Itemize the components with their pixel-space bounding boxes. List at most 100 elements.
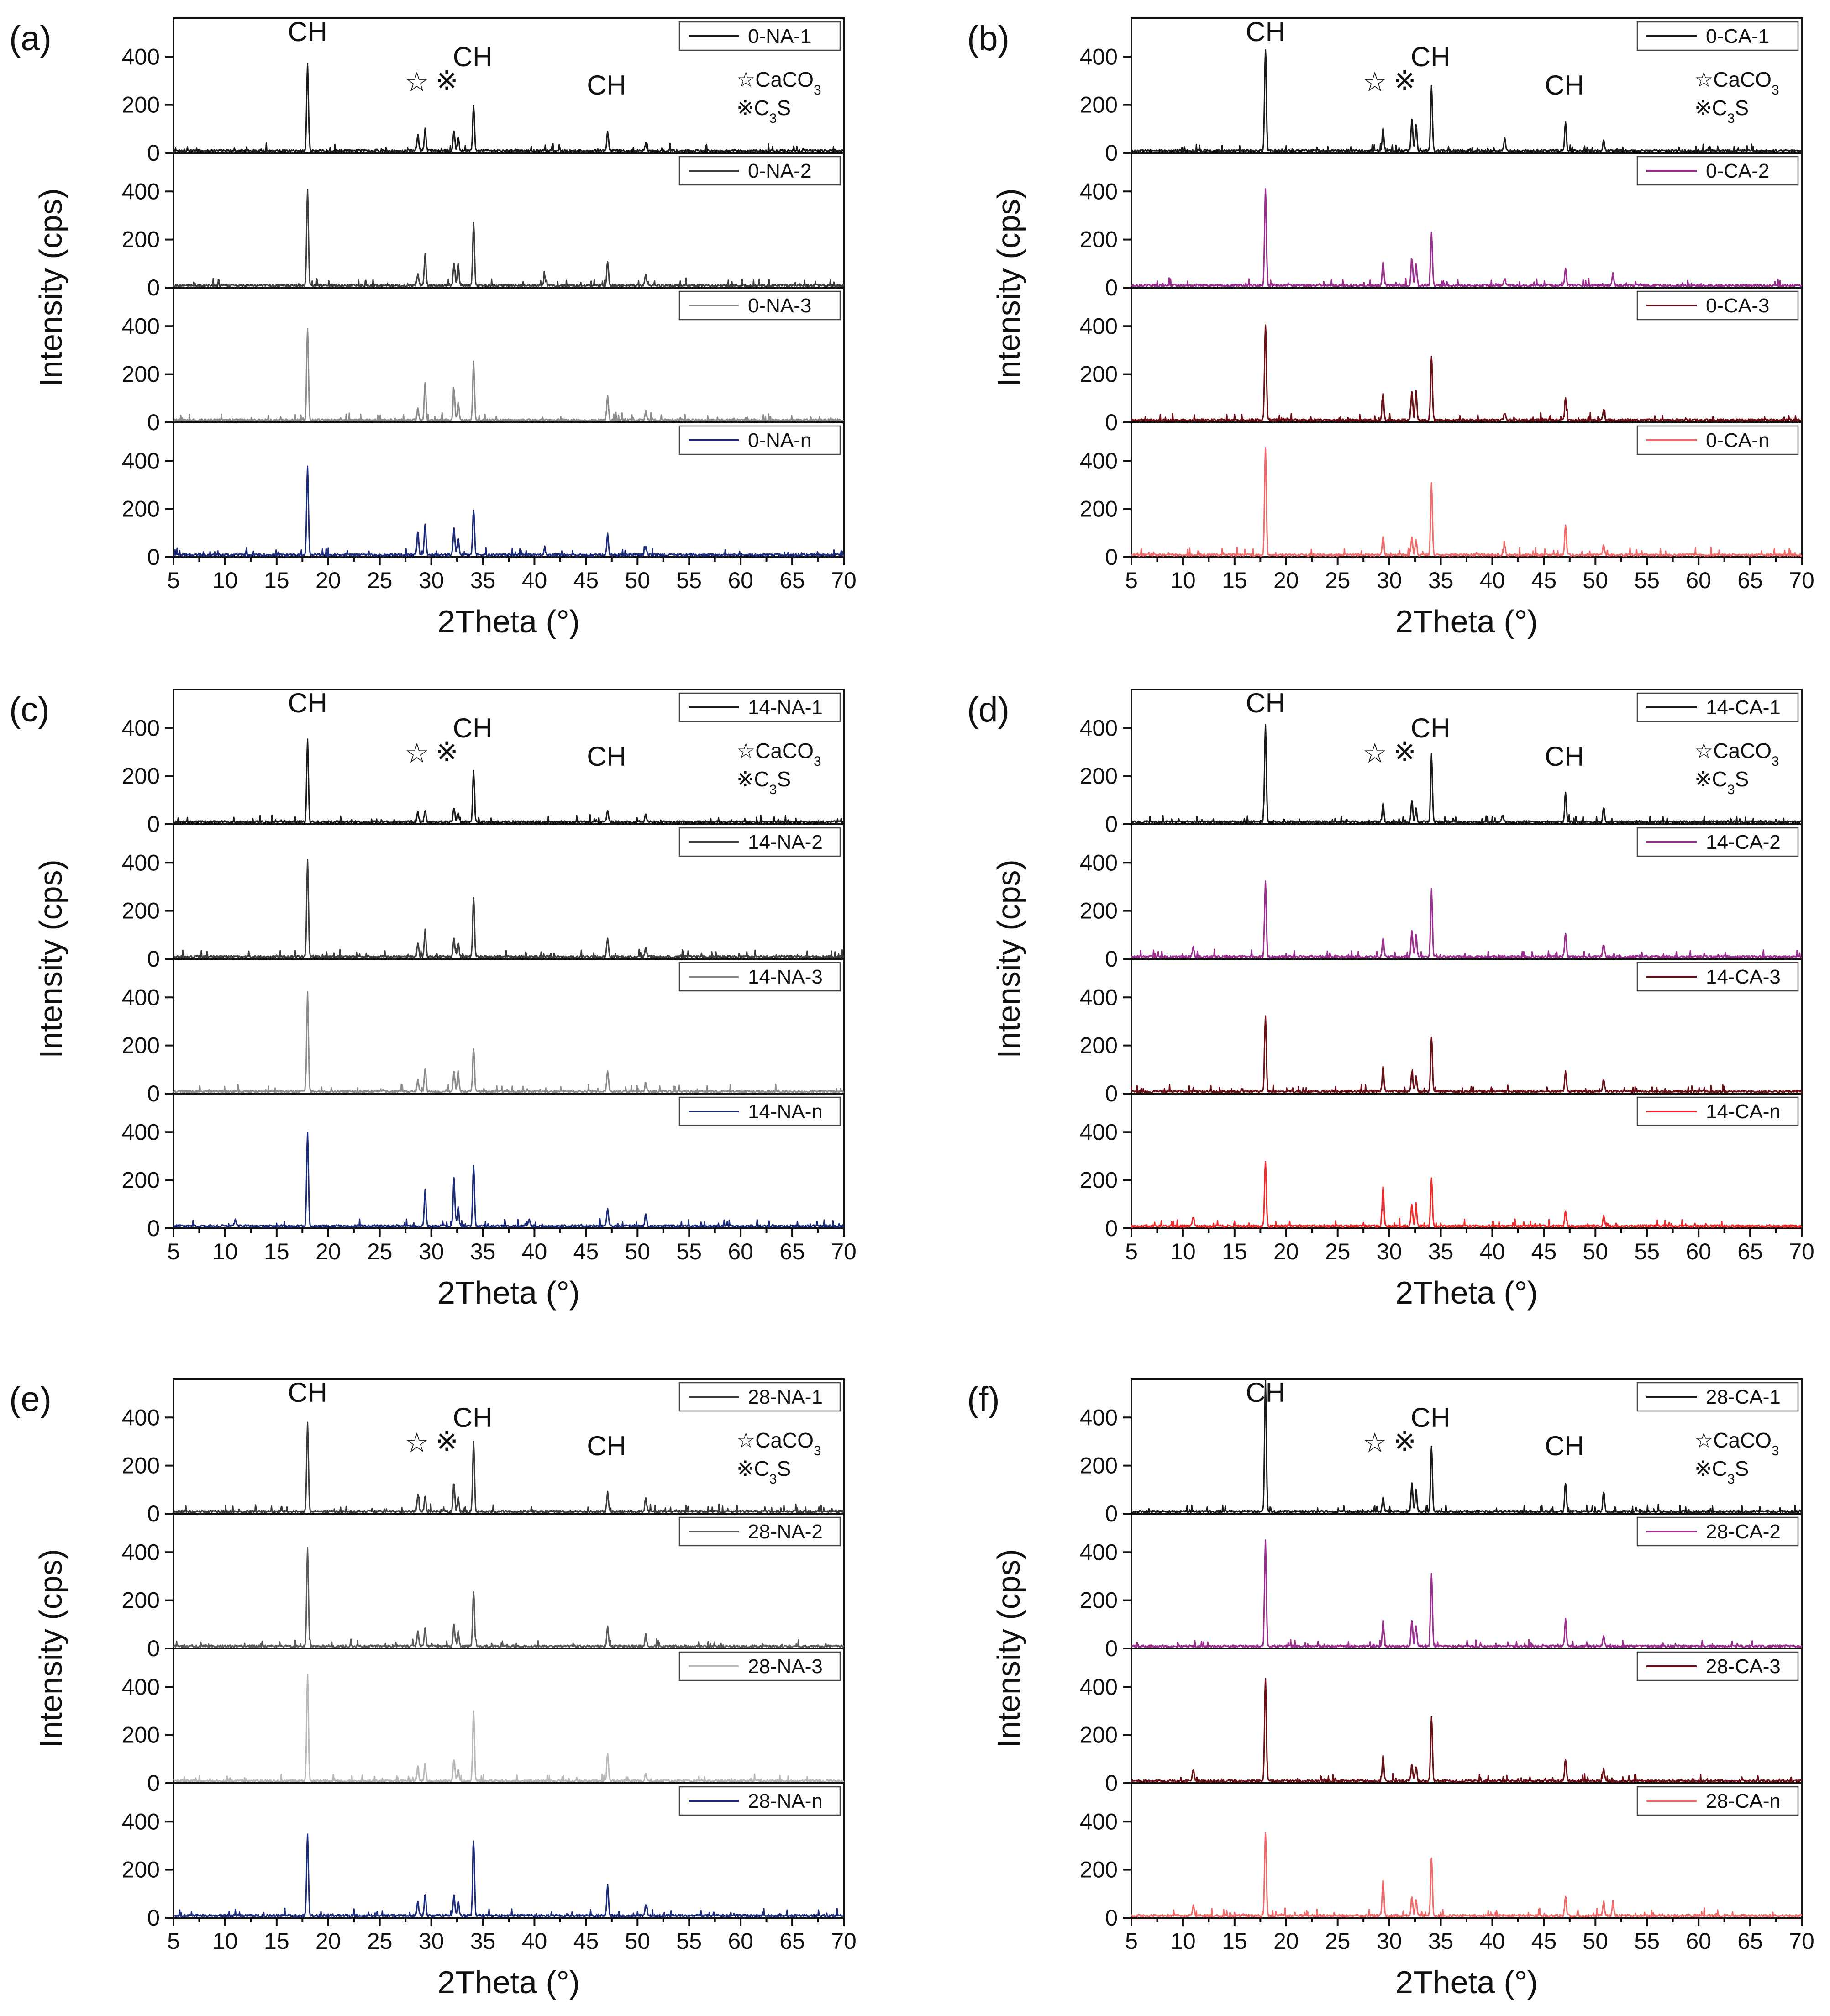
subplot-14-CA-1: 0 200 400 14-CA-1	[1080, 692, 1803, 837]
y-tick-label: 0	[147, 946, 160, 972]
x-axis-label: 2Theta (°)	[437, 1275, 580, 1311]
y-tick-label: 0	[147, 1770, 160, 1796]
x-tick-label: 15	[264, 568, 289, 593]
subplot-0-NA-1: 0 200 400 0-NA-1	[122, 21, 845, 166]
x-tick-label: 20	[316, 1928, 341, 1954]
legend-label: 0-NA-1	[748, 25, 811, 47]
y-tick-label: 400	[1080, 448, 1118, 474]
peak-annotation: ※	[435, 1426, 458, 1457]
x-tick-label: 15	[1222, 1928, 1247, 1954]
y-tick-label: 400	[122, 1809, 160, 1834]
x-tick-label: 5	[167, 1928, 180, 1954]
x-tick-label: 70	[1789, 1928, 1814, 1954]
y-tick-label: 0	[1105, 1770, 1118, 1796]
x-tick-label: 50	[625, 1239, 650, 1264]
y-tick-label: 400	[1080, 1539, 1118, 1565]
legend-label: 28-CA-3	[1706, 1655, 1781, 1678]
y-tick-label: 0	[147, 140, 160, 166]
x-tick-label: 30	[1377, 1239, 1402, 1264]
x-tick-label: 65	[779, 1239, 805, 1264]
subplot-28-CA-1: 0 200 400 28-CA-1	[1080, 1380, 1803, 1526]
series-line-0-NA-2	[173, 189, 845, 288]
series-line-28-CA-1	[1131, 1380, 1803, 1514]
x-tick-label: 65	[779, 568, 805, 593]
series-line-14-CA-1	[1131, 724, 1803, 824]
y-tick-label: 200	[1080, 92, 1118, 118]
x-tick-label: 55	[676, 1239, 702, 1264]
y-tick-label: 0	[147, 275, 160, 300]
x-tick-label: 20	[1273, 1239, 1299, 1264]
legend-label: 28-CA-1	[1706, 1386, 1781, 1408]
y-tick-label: 200	[122, 1453, 160, 1479]
subplot-0-NA-n: 0 200 400 0-NA-n	[122, 421, 845, 570]
y-tick-label: 400	[1080, 984, 1118, 1010]
panel-b: (b) Intensity (cps) 2Theta (°) 5 10 15 20 25 30 3…	[967, 16, 1814, 639]
y-tick-label: 200	[122, 763, 160, 789]
y-axis-label: Intensity (cps)	[991, 188, 1026, 387]
y-tick-label: 400	[1080, 850, 1118, 875]
legend-label: 0-CA-n	[1706, 429, 1769, 452]
x-tick-label: 10	[212, 568, 238, 593]
y-tick-label: 200	[122, 227, 160, 253]
peak-annotation: ※	[435, 65, 458, 96]
x-tick-label: 50	[625, 568, 650, 593]
y-tick-label: 0	[1105, 544, 1118, 570]
x-tick-label: 55	[1634, 1928, 1660, 1954]
peak-annotation: CH	[1545, 741, 1584, 772]
x-tick-label: 25	[1325, 1928, 1351, 1954]
x-tick-label: 60	[728, 1928, 753, 1954]
x-tick-label: 70	[1789, 568, 1814, 593]
x-tick-label: 30	[419, 568, 444, 593]
subplot-0-CA-n: 0 200 400 0-CA-n	[1080, 421, 1803, 570]
series-line-28-CA-3	[1131, 1678, 1802, 1783]
x-tick-label: 55	[676, 568, 702, 593]
y-tick-label: 400	[122, 715, 160, 741]
series-line-28-NA-1	[173, 1421, 844, 1514]
legend-label: 14-CA-2	[1706, 831, 1781, 853]
x-tick-label: 45	[1531, 1928, 1557, 1954]
peak-annotation: CH	[587, 741, 626, 772]
y-tick-label: 200	[122, 92, 160, 118]
y-tick-label: 400	[122, 44, 160, 69]
subplot-14-CA-n: 0 200 400 14-CA-n	[1080, 1093, 1802, 1241]
phase-legend-item: ☆CaCO3	[1694, 1428, 1779, 1458]
y-tick-label: 400	[122, 179, 160, 204]
peak-annotation: ☆	[1362, 738, 1387, 769]
x-tick-label: 70	[1789, 1239, 1814, 1264]
y-tick-label: 400	[122, 448, 160, 474]
x-tick-label: 10	[1170, 568, 1196, 593]
y-tick-label: 400	[1080, 1674, 1118, 1700]
x-tick-label: 45	[573, 568, 599, 593]
peak-annotation: ※	[1393, 65, 1416, 96]
legend-label: 0-CA-2	[1706, 160, 1769, 182]
y-tick-label: 200	[122, 1857, 160, 1883]
y-tick-label: 400	[1080, 1405, 1118, 1430]
x-tick-label: 15	[1222, 568, 1247, 593]
x-tick-label: 70	[831, 568, 857, 593]
peak-annotation: CH	[453, 1402, 493, 1433]
peak-annotation: CH	[288, 1377, 327, 1408]
panel-letter: (e)	[9, 1380, 52, 1419]
subplot-0-CA-2: 0 200 400 0-CA-2	[1080, 152, 1803, 300]
x-tick-label: 60	[1686, 1928, 1711, 1954]
x-tick-label: 35	[470, 1928, 496, 1954]
phase-legend-item: ※C3S	[736, 96, 791, 126]
series-line-14-NA-2	[173, 858, 845, 959]
subplot-0-CA-1: 0 200 400 0-CA-1	[1080, 21, 1802, 166]
y-tick-label: 0	[147, 1081, 160, 1106]
legend-label: 14-NA-1	[748, 696, 823, 719]
legend-label: 28-NA-1	[748, 1386, 823, 1408]
peak-annotation: ☆	[1362, 67, 1387, 97]
x-tick-label: 70	[831, 1928, 857, 1954]
peak-annotation: CH	[1411, 1402, 1451, 1433]
phase-legend-item: ☆CaCO3	[736, 1428, 821, 1458]
x-tick-label: 40	[1480, 568, 1505, 593]
y-tick-label: 200	[1080, 1168, 1118, 1193]
peak-annotation: ☆	[405, 1427, 429, 1458]
legend-label: 0-NA-n	[748, 429, 811, 452]
subplot-0-NA-3: 0 200 400 0-NA-3	[122, 287, 844, 435]
subplot-28-CA-n: 0 200 400 28-CA-n	[1080, 1782, 1803, 1931]
y-tick-label: 0	[1105, 1081, 1118, 1106]
peak-annotation: CH	[1246, 16, 1285, 47]
subplot-14-NA-n: 0 200 400 14-NA-n	[122, 1093, 845, 1241]
